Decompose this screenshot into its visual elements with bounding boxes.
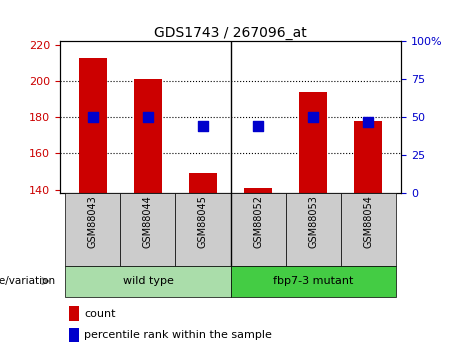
Bar bbox=[176, 193, 230, 266]
Text: GSM88053: GSM88053 bbox=[308, 195, 318, 248]
Bar bbox=[341, 193, 396, 266]
Text: GSM88052: GSM88052 bbox=[253, 195, 263, 248]
Text: GSM88044: GSM88044 bbox=[143, 195, 153, 248]
Text: genotype/variation: genotype/variation bbox=[0, 276, 55, 286]
Text: wild type: wild type bbox=[123, 276, 173, 286]
Bar bbox=[120, 193, 176, 266]
Bar bbox=[69, 306, 79, 321]
Bar bbox=[79, 58, 106, 193]
Bar bbox=[244, 188, 272, 193]
Point bbox=[364, 119, 372, 125]
Point bbox=[144, 115, 152, 120]
Bar bbox=[189, 173, 217, 193]
Point bbox=[199, 124, 207, 129]
Point bbox=[309, 115, 317, 120]
Text: GSM88045: GSM88045 bbox=[198, 195, 208, 248]
Bar bbox=[230, 193, 285, 266]
Text: percentile rank within the sample: percentile rank within the sample bbox=[84, 330, 272, 340]
Point bbox=[89, 115, 97, 120]
Point bbox=[254, 124, 262, 129]
Bar bbox=[65, 266, 230, 297]
Text: GSM88054: GSM88054 bbox=[363, 195, 373, 248]
Bar bbox=[65, 193, 120, 266]
Text: fbp7-3 mutant: fbp7-3 mutant bbox=[273, 276, 353, 286]
Bar bbox=[299, 92, 327, 193]
Bar bbox=[69, 328, 79, 342]
Bar bbox=[230, 266, 396, 297]
Text: count: count bbox=[84, 309, 116, 319]
Bar bbox=[355, 121, 382, 193]
Text: GSM88043: GSM88043 bbox=[88, 195, 98, 248]
Title: GDS1743 / 267096_at: GDS1743 / 267096_at bbox=[154, 26, 307, 40]
Bar bbox=[285, 193, 341, 266]
Bar bbox=[134, 79, 162, 193]
